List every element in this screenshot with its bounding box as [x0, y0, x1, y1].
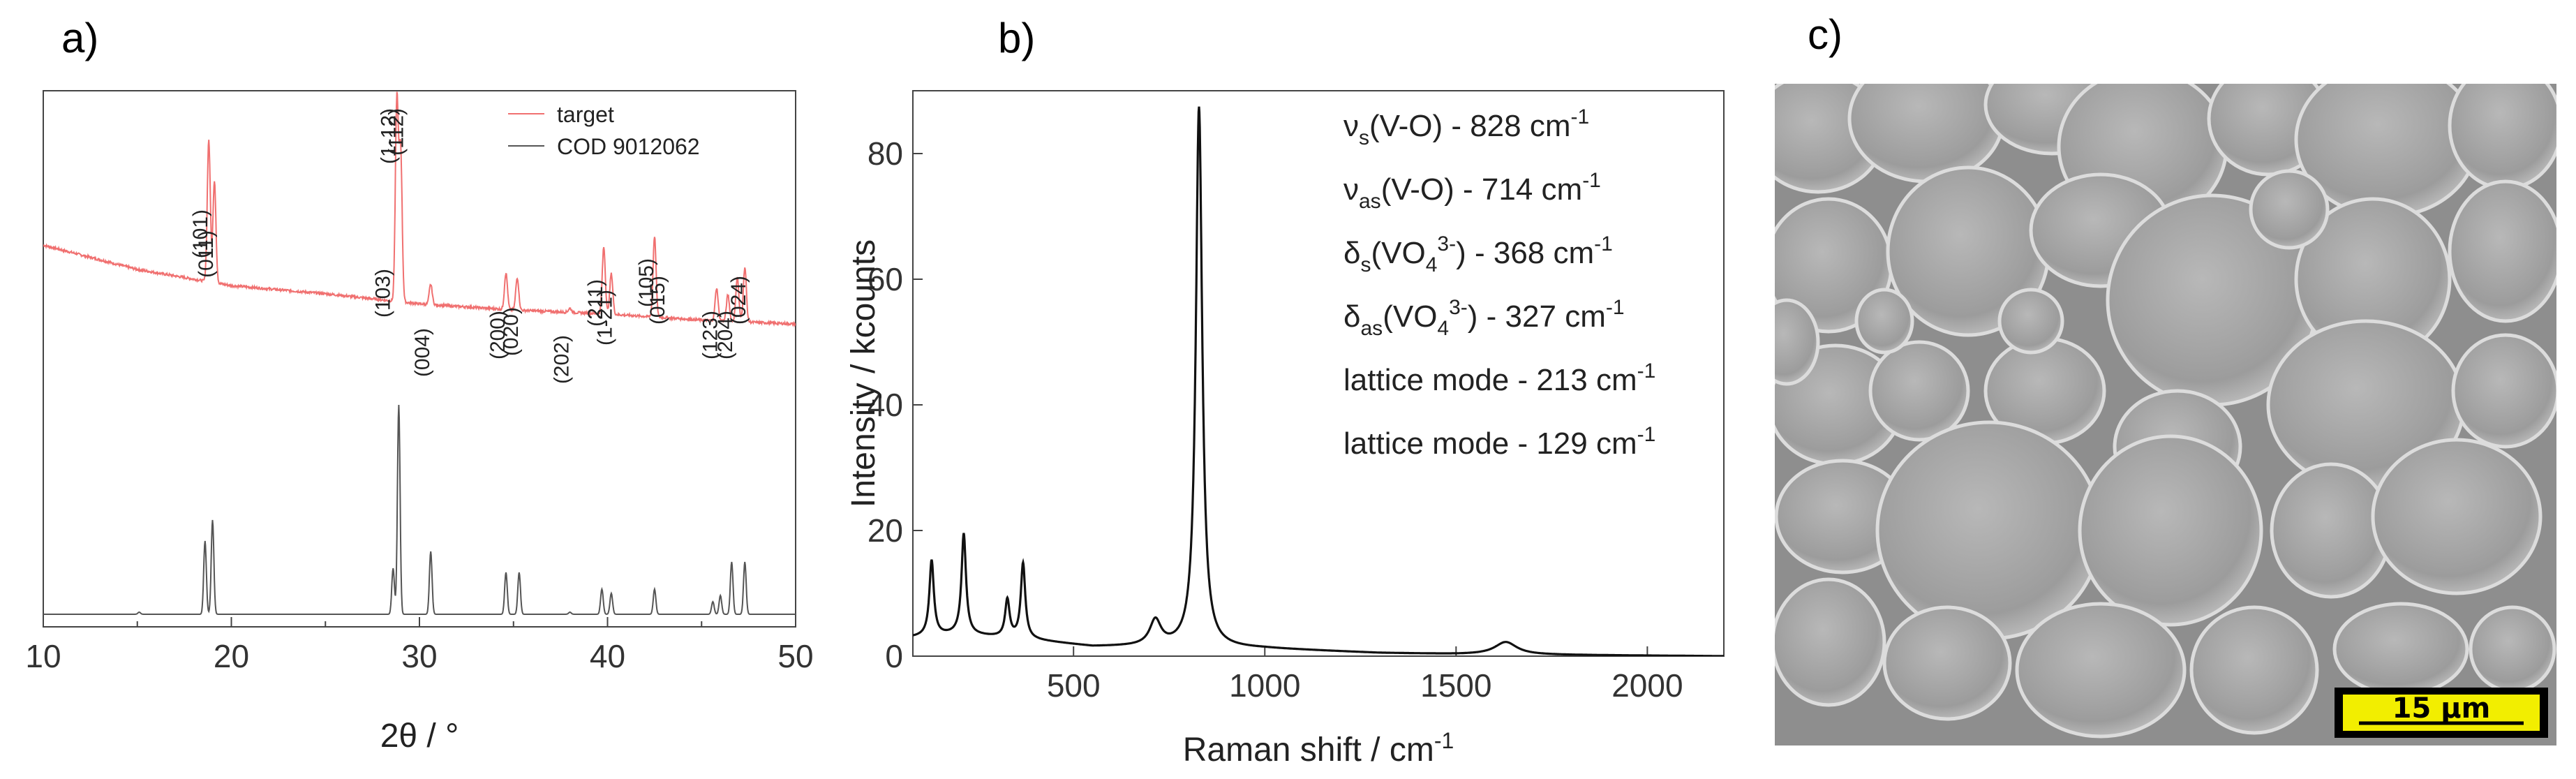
hkl-label: (024) — [727, 276, 750, 325]
raman-y-tick-label: 40 — [868, 387, 903, 423]
grain — [2015, 602, 2187, 739]
raman-band-assignment: lattice mode - 129 cm-1 — [1343, 423, 1655, 461]
scale-bar-label: 15 µm — [2392, 692, 2491, 725]
grain — [1875, 420, 2103, 641]
raman-y-axis-title: Intensity / kcounts — [845, 239, 882, 507]
panel-label-c: c) — [1808, 11, 1842, 58]
grain — [2249, 169, 2330, 250]
grain — [2371, 438, 2543, 595]
xrd-x-tick-label: 40 — [590, 638, 625, 674]
hkl-label: (200) — [486, 311, 509, 359]
raman-y-tick-label: 0 — [885, 638, 903, 674]
grain — [1868, 340, 1970, 442]
grain — [1847, 84, 2005, 184]
panel-label-a: a) — [61, 15, 98, 61]
grain — [2078, 434, 2263, 627]
panel-label-b: b) — [998, 15, 1035, 61]
grain — [1997, 288, 2064, 355]
xrd-series-cod — [43, 404, 796, 615]
grain — [2332, 602, 2469, 697]
hkl-label: (015) — [646, 276, 669, 325]
hkl-label: (103) — [372, 269, 395, 318]
grain — [1882, 605, 2012, 721]
raman-chart: 500 1000 1500 2000 0 20 40 60 80 νs(V-O) - 828 c… — [845, 90, 1725, 769]
hkl-label: (123) — [699, 311, 722, 359]
grain — [2189, 605, 2319, 735]
raman-band-assignment: νs(V-O) - 828 cm-1 — [1343, 105, 1589, 149]
xrd-chart: 10 20 30 40 50 (101)(011) (1-12)(112) (103) (00… — [25, 90, 814, 755]
raman-x-tick-label: 1500 — [1420, 667, 1491, 704]
hkl-label: (105) — [635, 258, 658, 307]
raman-x-tick-label: 500 — [1047, 667, 1101, 704]
xrd-x-tick-label: 50 — [777, 638, 813, 674]
xrd-x-axis-title: 2θ / ° — [380, 718, 459, 755]
raman-plot-frame — [912, 90, 1725, 657]
hkl-label: (101) — [189, 209, 212, 258]
grain — [2451, 333, 2556, 449]
hkl-label: (011) — [195, 230, 218, 278]
raman-x-axis-title: Raman shift / cm-1 — [1183, 728, 1454, 769]
grain — [1854, 288, 1914, 355]
hkl-label: (020) — [500, 307, 523, 356]
hkl-label: (1-21) — [594, 290, 617, 346]
raman-x-tick-label: 2000 — [1611, 667, 1683, 704]
raman-y-tick-label: 80 — [868, 135, 903, 172]
hkl-label: (204) — [714, 311, 737, 359]
raman-spectrum-line — [913, 106, 1724, 656]
grain — [2448, 84, 2556, 191]
grain — [2469, 605, 2556, 693]
hkl-label: (1-12) — [378, 108, 401, 164]
raman-y-tick-label: 20 — [868, 512, 903, 549]
xrd-x-tick-label: 10 — [25, 638, 61, 674]
grain — [1775, 298, 1820, 386]
hkl-label: (004) — [411, 328, 434, 377]
legend-label-target: target — [557, 102, 614, 127]
raman-band-assignment: δs(VO43-) - 368 cm-1 — [1343, 232, 1613, 276]
raman-y-tick-label: 60 — [868, 261, 903, 297]
raman-band-assignment: δas(VO43-) - 327 cm-1 — [1343, 296, 1625, 340]
raman-band-assignment: lattice mode - 213 cm-1 — [1343, 359, 1655, 397]
raman-band-assignment: νas(V-O) - 714 cm-1 — [1343, 169, 1601, 213]
legend-label-cod: COD 9012062 — [557, 134, 700, 159]
sem-micrograph: 15 µm — [1775, 84, 2556, 745]
hkl-label: (112) — [385, 108, 408, 156]
xrd-x-tick-label: 20 — [214, 638, 249, 674]
xrd-series-target — [43, 91, 796, 328]
xrd-x-tick-label: 30 — [401, 638, 437, 674]
grain — [2448, 179, 2556, 323]
grain — [1775, 577, 1886, 707]
raman-x-tick-label: 1000 — [1229, 667, 1300, 704]
hkl-label: (202) — [551, 335, 574, 384]
hkl-label: (211) — [584, 279, 607, 327]
